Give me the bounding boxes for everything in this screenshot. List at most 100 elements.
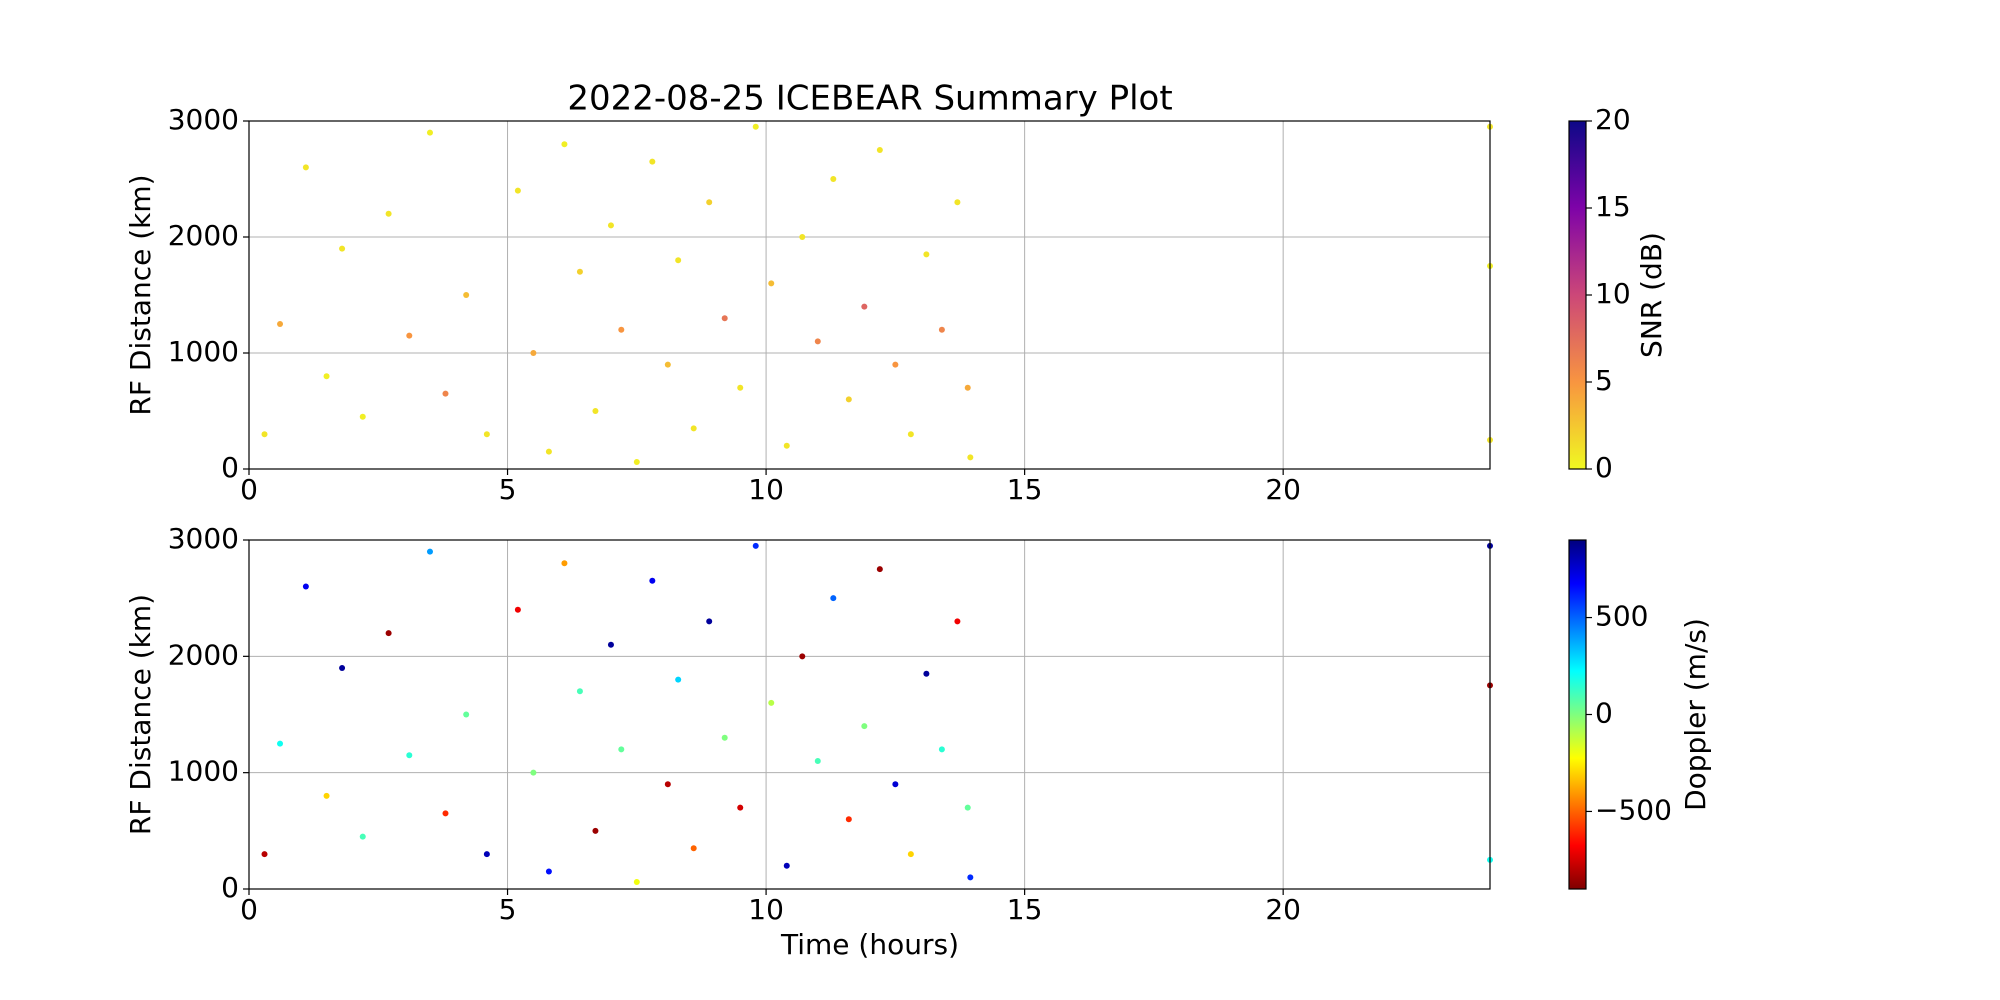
x-tick-label: 10 <box>748 893 784 926</box>
point <box>783 862 790 869</box>
y-tick-label: 1000 <box>168 755 239 788</box>
colorbar-tick-label: 10 <box>1595 277 1631 310</box>
point <box>359 833 366 840</box>
x-tick-label: 20 <box>1265 893 1301 926</box>
point <box>721 315 728 322</box>
point <box>607 222 614 229</box>
x-axis-label: Time (hours) <box>780 928 959 961</box>
colorbar-tick-label: 500 <box>1595 600 1648 633</box>
x-tick-label: 20 <box>1265 473 1301 506</box>
point <box>576 268 583 275</box>
point <box>664 361 671 368</box>
colorbar-tick-label: 5 <box>1595 364 1613 397</box>
point <box>261 851 268 858</box>
x-tick-label: 0 <box>240 893 258 926</box>
point <box>892 361 899 368</box>
x-tick-label: 5 <box>499 893 517 926</box>
point <box>592 408 599 414</box>
point <box>277 740 284 747</box>
point <box>359 413 366 420</box>
point <box>483 851 490 858</box>
point <box>302 164 309 171</box>
point <box>768 280 775 287</box>
colorbar-tick-label: 0 <box>1595 697 1613 730</box>
point <box>907 851 914 858</box>
colorbar-label: SNR (dB) <box>1635 232 1668 358</box>
y-tick-label: 3000 <box>168 103 239 136</box>
point <box>592 827 599 834</box>
point <box>545 448 552 455</box>
point <box>483 431 490 438</box>
point <box>675 676 682 683</box>
point <box>938 746 945 753</box>
point <box>463 711 470 718</box>
point <box>964 804 971 811</box>
x-tick-label: 5 <box>499 473 517 506</box>
point <box>954 199 961 206</box>
point <box>442 390 449 397</box>
x-tick-label: 10 <box>748 473 784 506</box>
point <box>690 845 697 852</box>
point <box>830 595 837 602</box>
point <box>830 176 837 182</box>
y-axis-label: RF Distance (km) <box>124 594 157 835</box>
colorbar <box>1568 539 1587 890</box>
y-tick-label: 2000 <box>168 219 239 252</box>
point <box>442 810 449 817</box>
point <box>406 752 413 759</box>
point <box>876 147 883 153</box>
points <box>261 542 1493 886</box>
point <box>967 454 974 461</box>
colorbar-tick-label: 15 <box>1595 190 1631 223</box>
y-tick-label: 0 <box>221 871 239 904</box>
point <box>607 641 614 648</box>
y-axis-label: RF Distance (km) <box>124 174 157 415</box>
point <box>706 618 713 625</box>
point <box>576 688 583 695</box>
colorbar <box>1568 120 1587 470</box>
point <box>530 350 537 356</box>
point <box>923 670 930 677</box>
point <box>675 257 682 264</box>
point <box>861 723 868 730</box>
point <box>339 245 346 252</box>
point <box>907 431 914 438</box>
point <box>261 431 268 438</box>
point <box>426 129 433 136</box>
points <box>261 123 1493 466</box>
point <box>633 459 640 466</box>
point <box>814 338 821 345</box>
point <box>967 874 974 881</box>
point <box>768 699 775 706</box>
point <box>323 373 330 380</box>
point <box>892 781 899 788</box>
point <box>876 566 883 573</box>
point <box>323 792 330 799</box>
point <box>690 425 697 432</box>
point <box>845 396 852 403</box>
point <box>721 734 728 741</box>
point <box>923 251 930 258</box>
point <box>633 879 640 886</box>
point <box>814 758 821 765</box>
point <box>618 746 625 753</box>
x-tick-label: 15 <box>1007 893 1043 926</box>
y-tick-label: 1000 <box>168 335 239 368</box>
y-tick-label: 3000 <box>168 522 239 555</box>
point <box>545 868 552 875</box>
point <box>514 187 521 194</box>
point <box>954 618 961 625</box>
point <box>799 653 806 660</box>
point <box>463 292 470 298</box>
point <box>664 781 671 788</box>
y-tick-label: 0 <box>221 451 239 484</box>
point <box>752 542 759 549</box>
point <box>302 583 309 590</box>
point <box>845 816 852 823</box>
colorbar-tick-label: 0 <box>1595 451 1613 484</box>
colorbar-label: Doppler (m/s) <box>1679 618 1712 811</box>
point <box>649 158 656 165</box>
point <box>783 442 790 449</box>
point <box>861 303 868 310</box>
